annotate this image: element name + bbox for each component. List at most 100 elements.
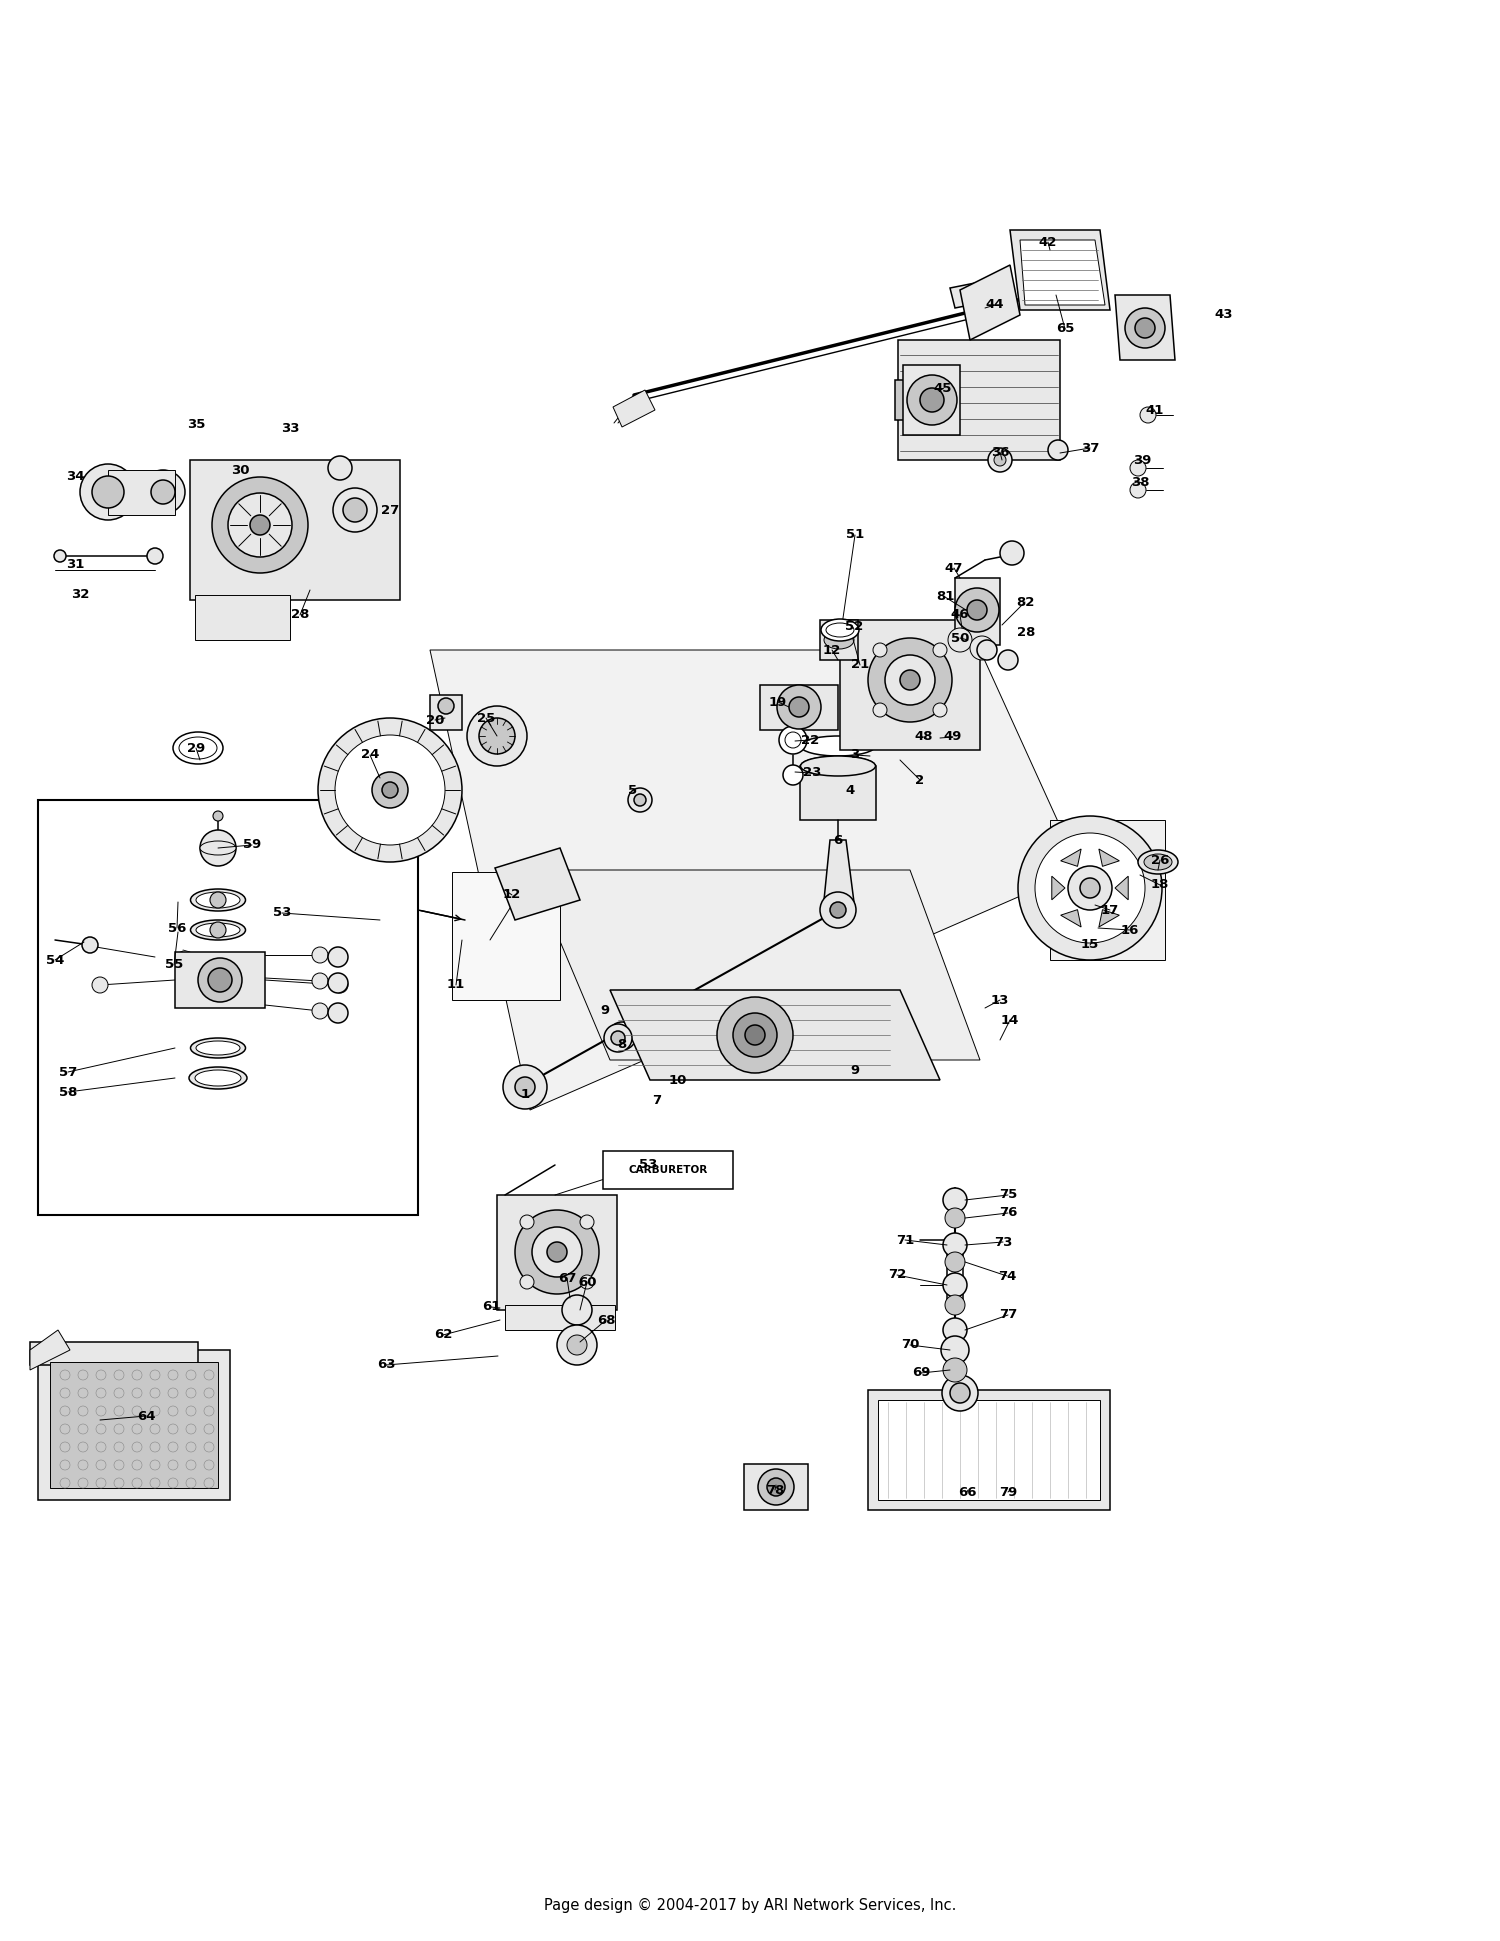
Text: ARI: ARI: [578, 811, 922, 988]
Circle shape: [520, 1275, 534, 1289]
Circle shape: [944, 1318, 968, 1341]
Circle shape: [211, 477, 308, 573]
Text: 26: 26: [1150, 854, 1168, 866]
Text: Page design © 2004-2017 by ARI Network Services, Inc.: Page design © 2004-2017 by ARI Network S…: [544, 1898, 956, 1912]
Circle shape: [80, 464, 136, 520]
Circle shape: [186, 1460, 196, 1469]
Circle shape: [328, 972, 348, 994]
Text: 25: 25: [477, 712, 495, 724]
Bar: [603, 1151, 734, 1190]
Text: 17: 17: [1101, 903, 1119, 916]
Circle shape: [734, 1013, 777, 1058]
Circle shape: [204, 1477, 214, 1489]
Text: 37: 37: [1082, 441, 1100, 454]
Polygon shape: [1060, 848, 1082, 866]
Text: 10: 10: [669, 1073, 687, 1087]
Circle shape: [204, 1425, 214, 1434]
Text: 50: 50: [951, 631, 969, 644]
Polygon shape: [30, 1341, 198, 1365]
Circle shape: [168, 1477, 178, 1489]
Circle shape: [186, 1477, 196, 1489]
Circle shape: [908, 375, 957, 425]
Circle shape: [503, 1066, 548, 1108]
Circle shape: [948, 629, 972, 652]
Circle shape: [60, 1425, 70, 1434]
Polygon shape: [878, 1399, 1100, 1500]
Polygon shape: [898, 340, 1060, 460]
Circle shape: [168, 1442, 178, 1452]
Circle shape: [466, 707, 526, 767]
Text: 67: 67: [558, 1271, 576, 1285]
Polygon shape: [1050, 819, 1166, 961]
Circle shape: [885, 654, 934, 705]
Ellipse shape: [178, 738, 218, 759]
Circle shape: [766, 1477, 784, 1497]
Text: 48: 48: [915, 730, 933, 743]
Circle shape: [213, 811, 223, 821]
Circle shape: [567, 1335, 586, 1355]
Circle shape: [152, 479, 176, 505]
Circle shape: [78, 1442, 88, 1452]
Text: 62: 62: [433, 1328, 451, 1341]
Circle shape: [132, 1388, 142, 1398]
Text: 33: 33: [280, 421, 298, 435]
Circle shape: [186, 1388, 196, 1398]
Circle shape: [604, 1025, 631, 1052]
Circle shape: [945, 1252, 964, 1271]
Circle shape: [994, 454, 1006, 466]
Polygon shape: [950, 281, 986, 309]
Ellipse shape: [801, 755, 876, 776]
Circle shape: [312, 947, 328, 963]
Circle shape: [438, 699, 454, 714]
Ellipse shape: [200, 840, 236, 854]
Circle shape: [514, 1077, 535, 1097]
Circle shape: [210, 922, 226, 938]
Text: 60: 60: [578, 1275, 596, 1289]
Circle shape: [1035, 833, 1144, 943]
Text: 22: 22: [801, 734, 819, 747]
Polygon shape: [1114, 295, 1174, 359]
Text: 59: 59: [243, 839, 261, 852]
Circle shape: [372, 773, 408, 807]
Circle shape: [777, 685, 820, 730]
Polygon shape: [1052, 875, 1065, 901]
Circle shape: [900, 670, 920, 689]
Polygon shape: [760, 685, 839, 730]
Ellipse shape: [190, 889, 246, 910]
Text: 8: 8: [618, 1038, 627, 1052]
Circle shape: [1130, 460, 1146, 476]
Circle shape: [1125, 309, 1166, 347]
Polygon shape: [108, 470, 176, 514]
Text: 6: 6: [834, 833, 843, 846]
Text: 71: 71: [896, 1233, 914, 1246]
Ellipse shape: [190, 1038, 246, 1058]
Text: 73: 73: [994, 1236, 1012, 1248]
Circle shape: [944, 1359, 968, 1382]
Circle shape: [60, 1405, 70, 1417]
Circle shape: [944, 1188, 968, 1211]
Text: 53: 53: [273, 906, 291, 920]
Circle shape: [60, 1388, 70, 1398]
Circle shape: [312, 1003, 328, 1019]
Circle shape: [168, 1370, 178, 1380]
Circle shape: [60, 1442, 70, 1452]
Circle shape: [60, 1460, 70, 1469]
Text: 65: 65: [1056, 322, 1074, 336]
Circle shape: [132, 1425, 142, 1434]
Ellipse shape: [1138, 850, 1178, 873]
Circle shape: [478, 718, 514, 753]
Circle shape: [200, 831, 236, 866]
Ellipse shape: [1144, 854, 1172, 870]
Text: 32: 32: [70, 588, 88, 602]
Polygon shape: [195, 596, 290, 641]
Text: 42: 42: [1040, 235, 1058, 248]
Circle shape: [328, 947, 348, 967]
Text: 9: 9: [600, 1003, 609, 1017]
Text: 78: 78: [766, 1483, 784, 1497]
Text: 61: 61: [482, 1300, 500, 1314]
Circle shape: [132, 1442, 142, 1452]
Circle shape: [746, 1025, 765, 1044]
Text: 72: 72: [888, 1269, 906, 1281]
Circle shape: [944, 1273, 968, 1297]
Ellipse shape: [190, 920, 246, 939]
